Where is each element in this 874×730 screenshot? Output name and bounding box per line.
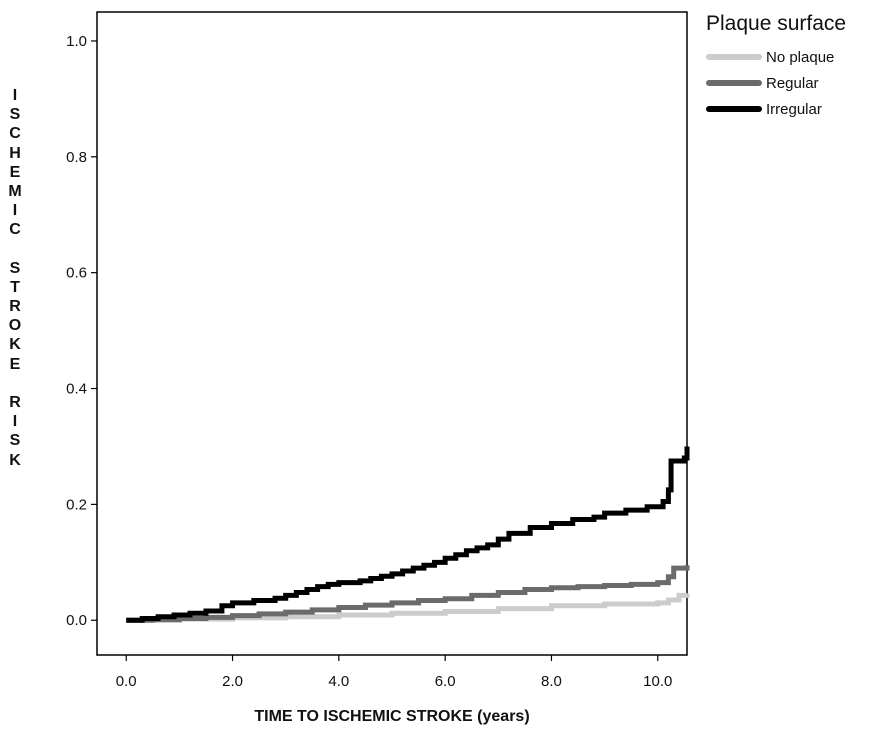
legend-swatch: [706, 54, 762, 60]
legend: Plaque surface No plaque Regular Irregular: [706, 12, 846, 122]
y-tick-label: 0.0: [66, 612, 87, 629]
y-label-char: K: [9, 451, 21, 469]
y-label-gap: [4, 374, 26, 393]
y-tick-label: 1.0: [66, 33, 87, 50]
y-label-char: E: [9, 355, 21, 373]
y-label-char: T: [10, 278, 20, 296]
x-axis-label: TIME TO ISCHEMIC STROKE (years): [254, 708, 530, 725]
y-label-char: S: [9, 106, 21, 124]
x-tick-label: 0.0: [116, 673, 137, 690]
y-tick-label: 0.8: [66, 149, 87, 166]
legend-swatch: [706, 106, 762, 112]
y-label-char: S: [9, 259, 21, 277]
series-line-regular: [126, 565, 690, 623]
y-label-char: R: [9, 298, 21, 316]
legend-label: Regular: [766, 74, 819, 92]
series-lines: [126, 446, 690, 623]
series-line-irregular: [126, 446, 690, 623]
y-label-char: C: [9, 125, 21, 143]
x-tick-label: 8.0: [541, 673, 562, 690]
legend-item: Irregular: [706, 96, 846, 122]
legend-label: Irregular: [766, 100, 822, 118]
y-label-char: H: [9, 144, 21, 162]
y-label-char: S: [9, 432, 21, 450]
y-label-char: C: [9, 221, 21, 239]
y-label-char: K: [9, 336, 21, 354]
legend-title: Plaque surface: [706, 12, 847, 35]
y-tick-label: 0.2: [66, 496, 87, 513]
legend-item: No plaque: [706, 44, 846, 70]
y-label-char: I: [12, 202, 18, 220]
y-label-char: R: [9, 394, 21, 411]
legend-items: No plaque Regular Irregular: [706, 44, 846, 122]
y-label-char: I: [12, 87, 18, 104]
y-label-char: O: [8, 317, 22, 335]
legend-item: Regular: [706, 70, 846, 96]
y-label-char: E: [9, 163, 21, 181]
x-tick-label: 2.0: [222, 673, 243, 690]
x-tick-label: 6.0: [435, 673, 456, 690]
y-label-char: M: [8, 182, 22, 200]
y-tick-label: 0.6: [66, 265, 87, 282]
x-tick-label: 10.0: [643, 673, 672, 690]
plot-frame: [96, 11, 688, 656]
legend-swatch: [706, 80, 762, 86]
legend-label: No plaque: [766, 48, 835, 66]
x-axis: 0.0 2.0 4.0 6.0 8.0 10.0: [116, 655, 672, 690]
y-label-gap: [4, 240, 26, 259]
x-tick-label: 4.0: [328, 673, 349, 690]
y-label-char: I: [12, 413, 18, 431]
y-tick-label: 0.4: [66, 381, 87, 398]
y-axis: 0.0 0.2 0.4 0.6 0.8 1.0: [66, 33, 97, 629]
